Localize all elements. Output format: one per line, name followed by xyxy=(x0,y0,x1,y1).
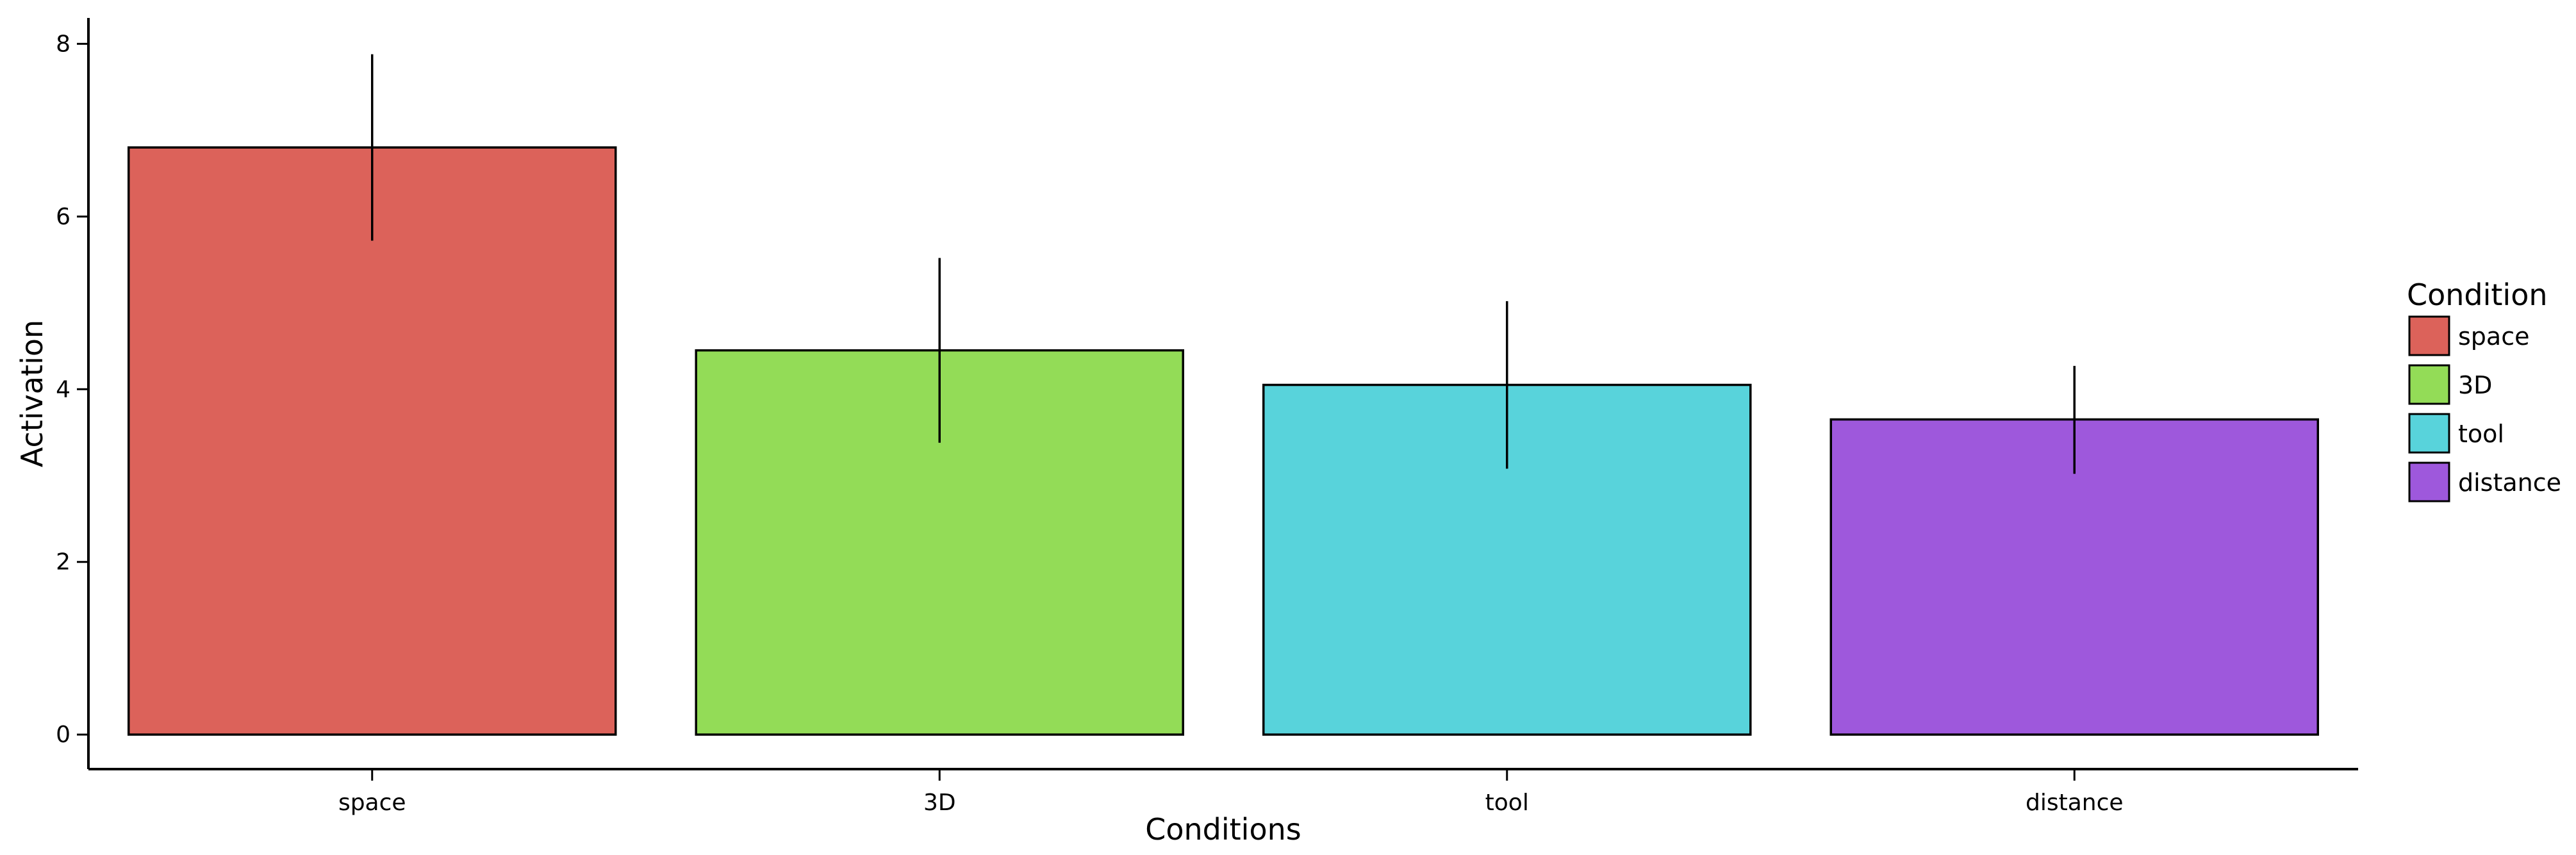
legend-label-3d: 3D xyxy=(2458,371,2492,399)
legend-key-distance xyxy=(2408,461,2450,502)
legend-key-3d xyxy=(2408,364,2450,405)
y-tick-label: 4 xyxy=(56,376,70,403)
x-axis: space 3D tool distance xyxy=(88,768,2358,816)
x-tick-label: tool xyxy=(1485,790,1529,816)
y-tick-label: 8 xyxy=(56,31,70,57)
x-tick-label: 3D xyxy=(923,790,956,816)
x-tick-label: space xyxy=(338,790,406,816)
legend: Condition space 3D tool distance xyxy=(2407,278,2561,502)
legend-key-space xyxy=(2408,315,2450,356)
legend-key-tool xyxy=(2408,413,2450,454)
y-tick-label: 6 xyxy=(56,204,70,230)
y-axis: 0 2 4 6 8 xyxy=(56,18,90,769)
y-tick-label: 2 xyxy=(56,549,70,576)
x-tick-label: distance xyxy=(2026,790,2124,816)
legend-label-tool: tool xyxy=(2458,420,2504,448)
x-axis-title: Conditions xyxy=(1145,812,1301,847)
bars xyxy=(128,146,2319,736)
legend-title: Condition xyxy=(2407,278,2548,312)
y-tick-label: 0 xyxy=(56,722,70,748)
y-axis-title: Activation xyxy=(15,320,49,467)
bar-space xyxy=(128,146,617,736)
error-bars xyxy=(371,54,2076,474)
legend-label-distance: distance xyxy=(2458,469,2561,497)
legend-label-space: space xyxy=(2458,322,2529,351)
